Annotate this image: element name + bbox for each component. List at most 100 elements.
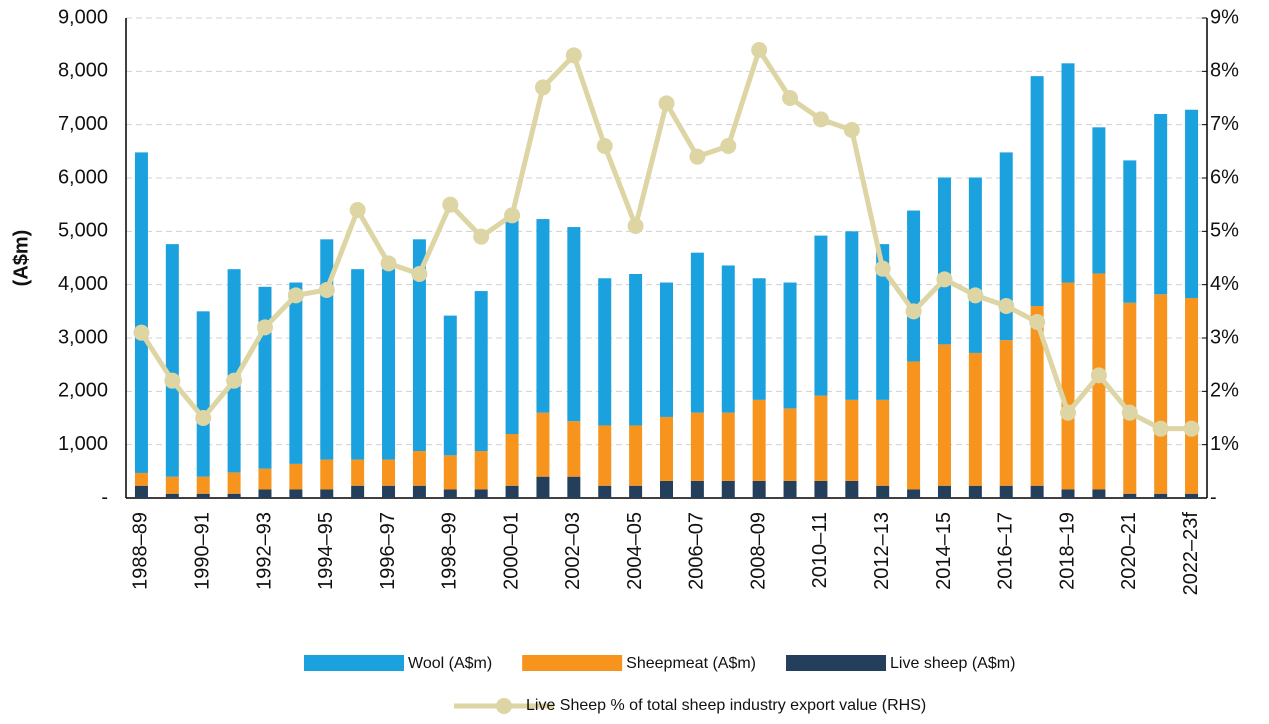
bar-segment — [752, 399, 766, 481]
line-marker — [812, 111, 829, 128]
bar-segment — [474, 489, 488, 498]
line-marker — [164, 372, 181, 389]
bar-segment — [536, 412, 550, 477]
bar-segment — [845, 480, 859, 498]
bar-segment — [351, 485, 365, 498]
bar-segment — [474, 291, 488, 452]
bar-segment — [1185, 493, 1199, 498]
legend-label: Live Sheep % of total sheep industry exp… — [526, 697, 926, 714]
bar-segment — [320, 459, 334, 490]
bar-segment — [876, 244, 890, 400]
bar-segment — [660, 282, 673, 417]
bar-segment — [196, 476, 210, 494]
bar-segment — [1030, 485, 1044, 498]
bar-segment — [165, 493, 179, 498]
bar-segment — [227, 472, 241, 494]
bar-segment — [227, 493, 241, 498]
bar-segment — [968, 352, 982, 486]
bar-segment — [289, 489, 303, 498]
x-tick-label: 2018–19 — [1056, 512, 1078, 590]
line-marker — [226, 372, 243, 389]
bar-segment — [937, 177, 951, 345]
bar-segment — [165, 476, 179, 494]
line-marker — [1183, 420, 1200, 437]
bar-segment — [536, 476, 550, 498]
legend-swatch — [786, 655, 887, 671]
y2-tick-label: 4% — [1210, 273, 1239, 295]
bar-segment — [1030, 76, 1044, 306]
bar-segment — [258, 286, 272, 469]
legend-swatch — [522, 655, 623, 671]
y-tick-label: 1,000 — [58, 433, 108, 455]
bar-segment — [660, 416, 673, 481]
x-tick-label: 1994–95 — [315, 512, 337, 590]
bar-segment — [721, 412, 735, 481]
x-tick-label: 2004–05 — [624, 512, 646, 590]
y-tick-label: 5,000 — [58, 220, 108, 242]
bar-segment — [629, 425, 643, 486]
bar-segment — [783, 480, 797, 498]
x-tick-label: 2008–09 — [747, 512, 769, 590]
x-tick-label: 2012–13 — [871, 512, 893, 590]
bar-segment — [567, 421, 581, 477]
bar-segment — [845, 399, 859, 481]
x-tick-label: 1996–97 — [377, 512, 399, 590]
bar-segment — [598, 278, 612, 426]
line-marker — [318, 282, 335, 298]
bar-segment — [690, 412, 704, 481]
line-marker — [1152, 420, 1169, 437]
bar-segment — [474, 451, 488, 490]
line-marker — [504, 207, 521, 224]
bar-segment — [443, 455, 457, 490]
y-tick-label: 3,000 — [58, 326, 108, 348]
bar-segment — [134, 485, 148, 498]
line-marker — [782, 90, 799, 106]
y-tick-label: 9,000 — [58, 6, 108, 28]
bar-segment — [1154, 294, 1168, 494]
line-marker — [565, 47, 582, 64]
bar-segment — [814, 235, 828, 396]
legend-label: Live sheep (A$m) — [890, 655, 1015, 672]
bar-segment — [505, 485, 519, 498]
bar-segment — [721, 265, 735, 413]
line-marker — [380, 255, 397, 272]
legend-swatch — [496, 698, 512, 714]
x-tick-label: 1988–89 — [130, 512, 152, 590]
bar-segment — [567, 476, 581, 498]
bar-segment — [258, 468, 272, 490]
bar-segment — [382, 268, 396, 460]
line-marker — [720, 138, 737, 154]
bar-segment — [382, 485, 396, 498]
bar-segment — [196, 493, 210, 498]
bar-segment — [412, 451, 426, 486]
bar-segment — [907, 489, 921, 498]
bar-segment — [752, 480, 766, 498]
y2-tick-label: 3% — [1210, 326, 1239, 348]
bar-segment — [289, 282, 303, 464]
line-marker — [133, 324, 150, 341]
bar-segment — [968, 485, 982, 498]
bar-segment — [1123, 302, 1137, 494]
bar-segment — [968, 177, 982, 353]
bar-segment — [1154, 493, 1168, 498]
x-tick-label: 2006–07 — [686, 512, 708, 590]
bar-segment — [505, 216, 519, 434]
y-tick-label: 4,000 — [58, 273, 108, 295]
line-marker — [287, 287, 304, 304]
bar-segment — [227, 269, 241, 473]
bar-segment — [999, 152, 1013, 341]
bar-segment — [258, 489, 272, 498]
line-marker — [751, 42, 768, 58]
bar-segment — [752, 278, 766, 400]
line-marker — [936, 271, 953, 288]
bar-segment — [412, 239, 426, 452]
bar-segment — [134, 472, 148, 486]
line-marker — [534, 79, 551, 96]
bar-segment — [937, 344, 951, 486]
bar-segment — [443, 315, 457, 456]
bar-segment — [351, 269, 365, 460]
y-tick-label: - — [101, 486, 108, 508]
bar-segment — [382, 459, 396, 486]
bar-segment — [1123, 160, 1137, 303]
